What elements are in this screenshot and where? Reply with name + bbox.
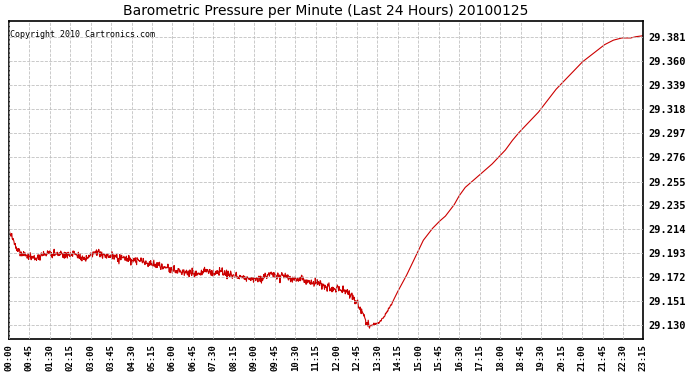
Title: Barometric Pressure per Minute (Last 24 Hours) 20100125: Barometric Pressure per Minute (Last 24 … — [124, 4, 529, 18]
Text: Copyright 2010 Cartronics.com: Copyright 2010 Cartronics.com — [10, 30, 155, 39]
